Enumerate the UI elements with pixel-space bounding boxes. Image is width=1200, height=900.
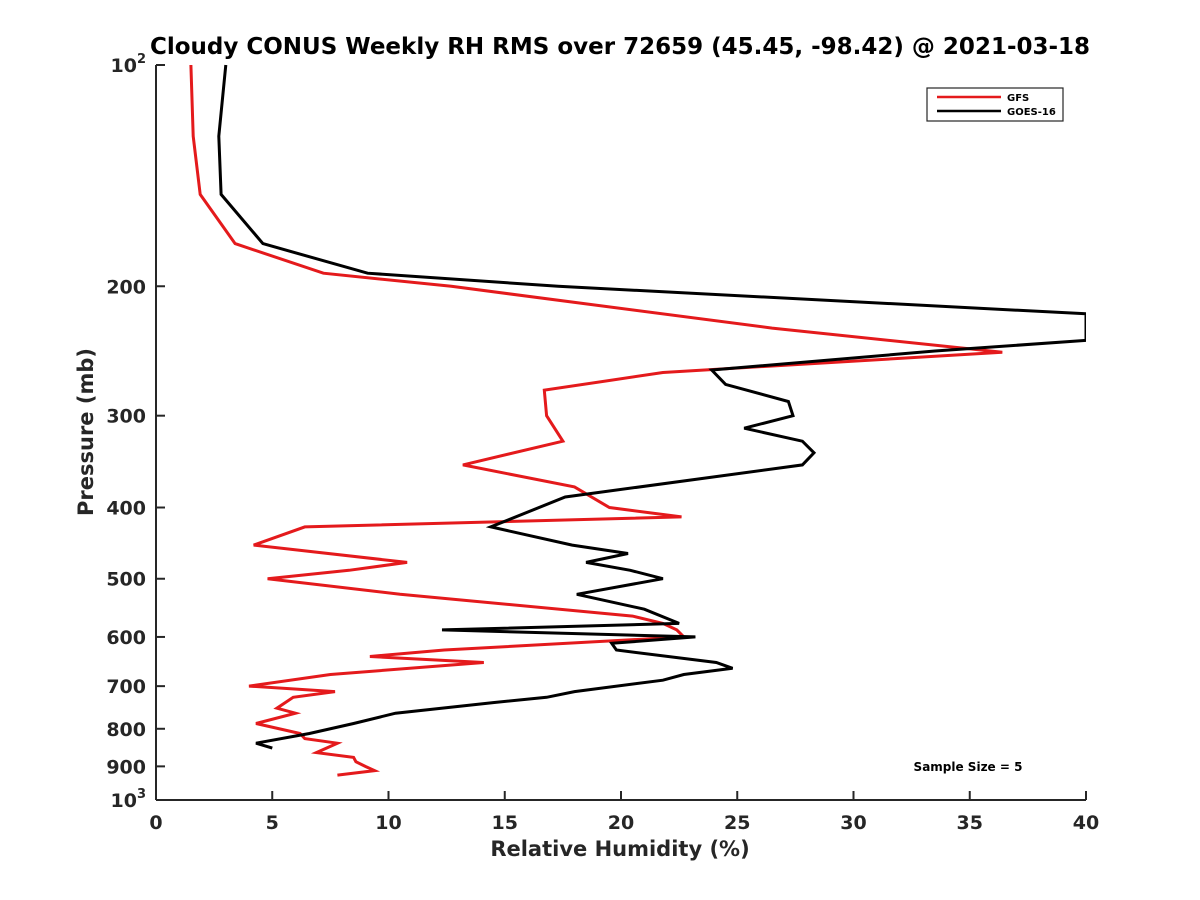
x-tick-label: 40 [1073,812,1099,834]
y-tick-label: 400 [106,498,146,520]
y-tick-label: 102 [111,52,147,77]
series-line-gfs [189,64,1003,777]
legend: GFS GOES-16 [926,87,1064,122]
y-tick-label: 700 [106,676,146,698]
chart-title: Cloudy CONUS Weekly RH RMS over 72659 (4… [150,34,1090,60]
x-tick-label: 0 [149,812,162,834]
x-axis-label: Relative Humidity (%) [490,837,749,861]
x-tick-label: 10 [375,812,401,834]
x-tick-label: 5 [266,812,279,834]
y-tick-label: 300 [106,406,146,428]
plot-lines [189,64,1086,777]
x-tick-label: 30 [840,812,866,834]
y-tick-label: 103 [111,787,147,812]
x-tick-label: 15 [492,812,518,834]
x-tick-label: 35 [957,812,983,834]
y-tick-label: 600 [106,627,146,649]
y-ticks: 102 200 300 400 500 600 700 800 900 103 [106,52,165,812]
sample-size-annotation: Sample Size = 5 [914,760,1023,774]
y-tick-label: 800 [106,719,146,741]
series-line-goes-16 [217,64,1086,750]
x-tick-label: 20 [608,812,634,834]
legend-label: GFS [1007,93,1029,104]
x-ticks: 0 5 10 15 20 25 30 35 40 [149,791,1099,834]
legend-label: GOES-16 [1007,107,1056,118]
y-tick-label: 900 [106,756,146,778]
legend-box [926,87,1064,122]
x-tick-label: 25 [724,812,750,834]
y-tick-label: 500 [106,569,146,591]
y-axis-label: Pressure (mb) [74,348,98,516]
y-tick-label: 200 [106,276,146,298]
